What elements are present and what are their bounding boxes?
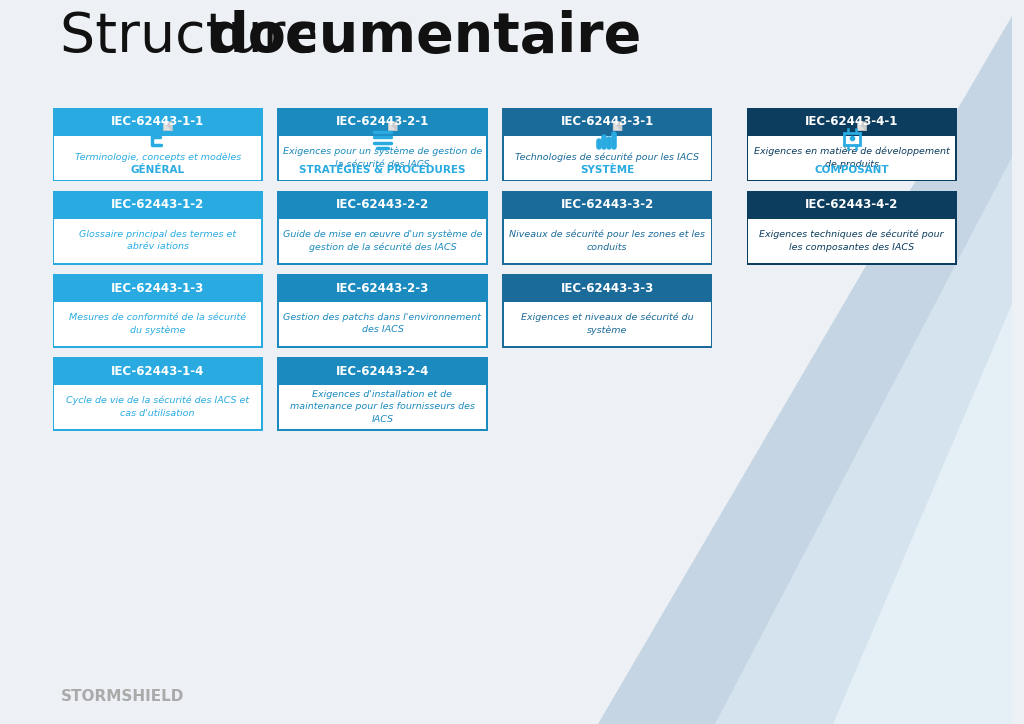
Bar bbox=[749, 109, 955, 135]
Text: STORMSHIELD: STORMSHIELD bbox=[60, 689, 183, 704]
Polygon shape bbox=[598, 16, 1013, 724]
Polygon shape bbox=[716, 157, 1013, 724]
Bar bbox=[504, 219, 711, 263]
Text: IEC-62443-4-1: IEC-62443-4-1 bbox=[805, 115, 898, 128]
Bar bbox=[749, 193, 955, 219]
Text: Exigences et niveaux de sécurité du
système: Exigences et niveaux de sécurité du syst… bbox=[521, 312, 693, 335]
Bar bbox=[279, 219, 486, 263]
Text: IEC-62443-3-1: IEC-62443-3-1 bbox=[561, 115, 654, 128]
Text: IEC-62443-3-3: IEC-62443-3-3 bbox=[561, 282, 654, 295]
Text: Structure: Structure bbox=[60, 10, 336, 64]
Text: IEC-62443-4-2: IEC-62443-4-2 bbox=[805, 198, 898, 211]
Bar bbox=[52, 358, 263, 431]
Bar bbox=[504, 276, 711, 302]
Text: IEC-62443-2-1: IEC-62443-2-1 bbox=[336, 115, 429, 128]
Bar bbox=[279, 384, 486, 429]
Polygon shape bbox=[613, 122, 622, 130]
Polygon shape bbox=[833, 303, 1013, 724]
Bar bbox=[504, 135, 711, 180]
Bar bbox=[749, 135, 955, 180]
FancyBboxPatch shape bbox=[143, 122, 172, 157]
Bar bbox=[279, 276, 486, 302]
Bar bbox=[278, 358, 487, 431]
Bar bbox=[52, 191, 263, 264]
Bar bbox=[54, 384, 261, 429]
Text: Niveaux de sécurité pour les zones et les
conduits: Niveaux de sécurité pour les zones et le… bbox=[509, 230, 706, 252]
Bar bbox=[54, 109, 261, 135]
Bar bbox=[54, 193, 261, 219]
Text: Exigences pour un système de gestion de
la sécurité des IACS: Exigences pour un système de gestion de … bbox=[283, 146, 482, 169]
Polygon shape bbox=[857, 122, 866, 130]
Bar bbox=[502, 108, 713, 182]
Bar bbox=[504, 302, 711, 346]
Text: Glossaire principal des termes et
abrév iations: Glossaire principal des termes et abrév … bbox=[79, 230, 237, 251]
Text: COMPOSANT: COMPOSANT bbox=[814, 165, 889, 175]
Bar bbox=[502, 191, 713, 264]
Polygon shape bbox=[613, 122, 622, 130]
Text: Exigences d'installation et de
maintenance pour les fournisseurs des
IACS: Exigences d'installation et de maintenan… bbox=[290, 390, 475, 424]
Text: IEC-62443-1-3: IEC-62443-1-3 bbox=[111, 282, 204, 295]
Bar bbox=[504, 109, 711, 135]
Text: IEC-62443-1-1: IEC-62443-1-1 bbox=[111, 115, 204, 128]
Text: IEC-62443-1-4: IEC-62443-1-4 bbox=[111, 365, 205, 378]
Bar bbox=[278, 108, 487, 182]
Text: IEC-62443-2-4: IEC-62443-2-4 bbox=[336, 365, 429, 378]
Bar bbox=[278, 191, 487, 264]
Text: IEC-62443-2-3: IEC-62443-2-3 bbox=[336, 282, 429, 295]
Text: GÉNÉRAL: GÉNÉRAL bbox=[131, 165, 184, 175]
Text: Terminologie, concepts et modèles: Terminologie, concepts et modèles bbox=[75, 153, 241, 162]
Text: Gestion des patchs dans l'environnement
des IACS: Gestion des patchs dans l'environnement … bbox=[284, 313, 481, 334]
Text: SYSTÈME: SYSTÈME bbox=[581, 165, 635, 175]
Text: Technologies de sécurité pour les IACS: Technologies de sécurité pour les IACS bbox=[515, 153, 699, 162]
Bar bbox=[279, 302, 486, 346]
Bar bbox=[279, 109, 486, 135]
Bar bbox=[746, 108, 956, 182]
Bar bbox=[749, 219, 955, 263]
Polygon shape bbox=[388, 122, 397, 130]
Polygon shape bbox=[388, 122, 397, 130]
FancyBboxPatch shape bbox=[368, 122, 397, 157]
Text: Guide de mise en œuvre d'un système de
gestion de la sécurité des IACS: Guide de mise en œuvre d'un système de g… bbox=[283, 230, 482, 252]
Bar bbox=[502, 274, 713, 348]
Text: Exigences en matière de développement
de produits: Exigences en matière de développement de… bbox=[754, 146, 949, 169]
Polygon shape bbox=[164, 122, 172, 130]
Bar bbox=[54, 219, 261, 263]
Polygon shape bbox=[164, 122, 172, 130]
Bar bbox=[279, 135, 486, 180]
Bar bbox=[746, 191, 956, 264]
Text: documentaire: documentaire bbox=[209, 10, 642, 64]
Text: Exigences techniques de sécurité pour
les composantes des IACS: Exigences techniques de sécurité pour le… bbox=[760, 230, 944, 252]
Bar bbox=[52, 108, 263, 182]
FancyBboxPatch shape bbox=[837, 122, 866, 157]
Text: STRATÉGIES & PROCÉDURES: STRATÉGIES & PROCÉDURES bbox=[299, 165, 466, 175]
Bar bbox=[504, 193, 711, 219]
Text: Cycle de vie de la sécurité des IACS et
cas d'utilisation: Cycle de vie de la sécurité des IACS et … bbox=[67, 396, 249, 418]
Bar bbox=[54, 302, 261, 346]
Bar bbox=[279, 193, 486, 219]
Bar bbox=[278, 274, 487, 348]
Polygon shape bbox=[857, 122, 866, 130]
Text: Mesures de conformité de la sécurité
du système: Mesures de conformité de la sécurité du … bbox=[69, 313, 246, 334]
Bar bbox=[52, 274, 263, 348]
FancyBboxPatch shape bbox=[593, 122, 622, 157]
Bar bbox=[279, 359, 486, 384]
Text: IEC-62443-2-2: IEC-62443-2-2 bbox=[336, 198, 429, 211]
Bar bbox=[54, 276, 261, 302]
Text: IEC-62443-1-2: IEC-62443-1-2 bbox=[111, 198, 204, 211]
Bar bbox=[54, 135, 261, 180]
Bar bbox=[54, 359, 261, 384]
Text: IEC-62443-3-2: IEC-62443-3-2 bbox=[561, 198, 654, 211]
